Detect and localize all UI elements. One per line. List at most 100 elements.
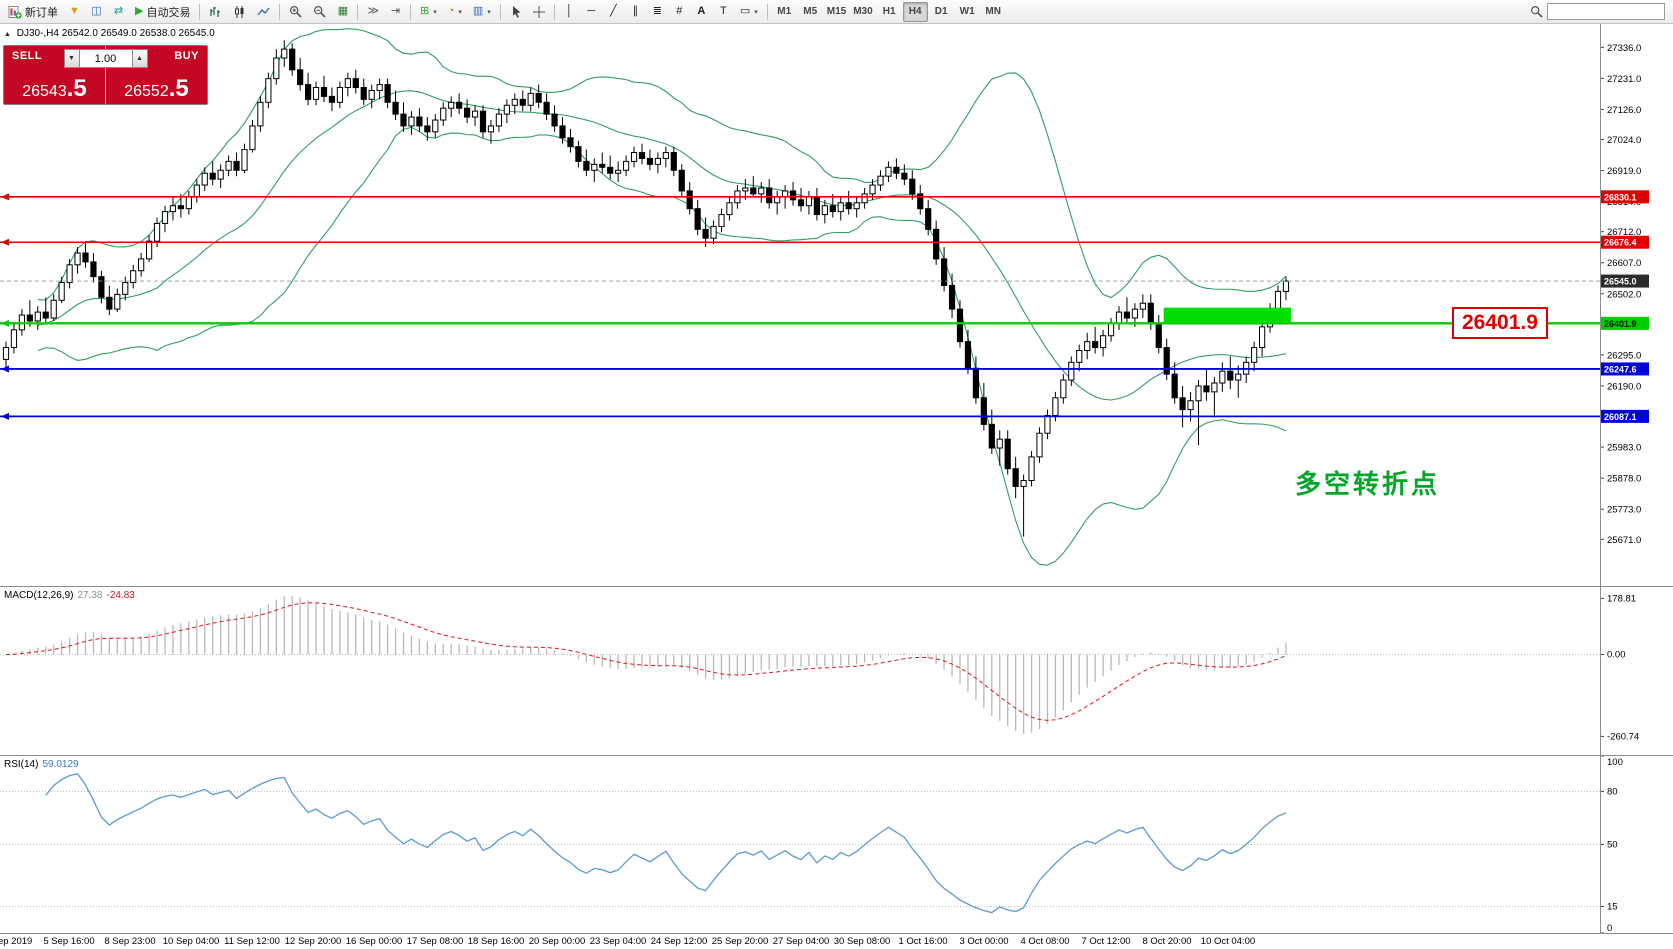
time-label: 4 Oct 08:00 — [1020, 936, 1070, 947]
price-tag — [1601, 316, 1649, 330]
svg-text:26830.1: 26830.1 — [1604, 192, 1637, 202]
macd-canvas[interactable] — [0, 587, 1600, 755]
zoom-out-button[interactable] — [308, 2, 331, 22]
svg-text:0: 0 — [1607, 923, 1612, 933]
volume-increase-button[interactable]: ▲ — [131, 49, 148, 68]
vertical-line-button[interactable]: │ — [559, 2, 580, 22]
candlestick-chart-icon — [235, 5, 244, 18]
crosshair-button[interactable] — [528, 2, 550, 22]
chart-shift-button[interactable]: ⇥ — [385, 2, 406, 22]
new-order-button[interactable]: 新订单 — [3, 2, 63, 22]
bar-chart-button[interactable] — [204, 2, 227, 22]
rsi-line — [45, 772, 1287, 914]
text-button[interactable]: A — [691, 2, 712, 22]
svg-text:26401.9: 26401.9 — [1604, 319, 1637, 329]
price-axis[interactable]: 27336.027231.027126.027024.026919.026814… — [1600, 24, 1673, 586]
macd-plot[interactable]: MACD(12,26,9) 27.38 -24.83 — [0, 587, 1600, 755]
timeframe-m15[interactable]: M15 — [824, 2, 849, 22]
price-tag — [1601, 362, 1649, 376]
rsi-plot[interactable]: RSI(14) 59.0129 — [0, 756, 1600, 933]
toolbar: 新订单 ▼ ◫ ⇄ ▶ 自动交易 ▦ ≫ ⇥ ⊞ ▾ ◔ ▾ ▥ ▾ │ ─ ╱ ∥ … — [0, 0, 1673, 24]
rsi-panel: RSI(14) 59.0129 100 80 50 15 0 — [0, 755, 1673, 933]
tile-windows-button[interactable]: ▦ — [332, 2, 353, 22]
time-label: 25 Sep 20:00 — [711, 936, 769, 947]
svg-text:26545.0: 26545.0 — [1604, 277, 1637, 287]
timeframe-w1[interactable]: W1 — [955, 2, 980, 22]
trendline-button[interactable]: ╱ — [603, 2, 624, 22]
timeframe-m1[interactable]: M1 — [772, 2, 797, 22]
price-axis-canvas[interactable]: 27336.027231.027126.027024.026919.026814… — [1601, 24, 1673, 586]
timeframe-h4[interactable]: H4 — [902, 1, 928, 22]
svg-text:26247.6: 26247.6 — [1604, 364, 1637, 374]
sell-button[interactable]: SELL 26543.5 — [4, 46, 105, 104]
search-input[interactable] — [1547, 3, 1665, 20]
main-chart-canvas[interactable] — [0, 24, 1600, 586]
fibonacci-button[interactable]: ≣ — [647, 2, 668, 22]
shapes-button[interactable]: ▭ ▾ — [735, 2, 763, 22]
expand-arrow-icon[interactable]: ▲ — [4, 31, 11, 38]
timeframe-m30[interactable]: M30 — [850, 2, 875, 22]
green-rectangle[interactable] — [1163, 307, 1291, 324]
toolbar-separator — [499, 3, 501, 20]
templates-button[interactable]: ▥ ▾ — [468, 2, 496, 22]
label-button[interactable]: T — [713, 2, 734, 22]
chart-shift-icon: ⇥ — [390, 5, 401, 17]
time-label: 10 Oct 04:00 — [1200, 936, 1256, 947]
volume-decrease-button[interactable]: ▼ — [63, 49, 80, 68]
zoom-out-icon — [314, 5, 327, 18]
timeframe-h1[interactable]: H1 — [877, 2, 902, 22]
clock-icon: ◔ — [447, 5, 455, 17]
timeframe-d1[interactable]: D1 — [929, 2, 954, 22]
symbol-info: ▲ DJ30-,H4 26542.0 26549.0 26538.0 26545… — [4, 28, 215, 39]
svg-text:26502.0: 26502.0 — [1607, 289, 1641, 300]
channel-button[interactable]: ∥ — [625, 2, 646, 22]
chart-window: ▲ DJ30-,H4 26542.0 26549.0 26538.0 26545… — [0, 24, 1673, 949]
candlestick-chart-button[interactable] — [228, 2, 251, 22]
symbol-title: DJ30-,H4 — [16, 28, 59, 39]
toolbar-separator — [766, 3, 768, 20]
new-chart-icon: ⊞ — [419, 5, 430, 17]
cursor-button[interactable] — [505, 2, 527, 22]
svg-text:100: 100 — [1607, 757, 1623, 768]
refresh-button[interactable]: ⇄ — [108, 2, 129, 22]
profiles-button[interactable]: ◫ — [86, 2, 107, 22]
time-label: 11 Sep 12:00 — [224, 936, 280, 947]
svg-text:27024.0: 27024.0 — [1607, 135, 1641, 146]
svg-text:80: 80 — [1607, 786, 1618, 797]
chevron-down-icon: ▾ — [458, 8, 462, 16]
macd-panel: MACD(12,26,9) 27.38 -24.83 178.81 0.00 -260.… — [0, 586, 1673, 755]
rsi-axis[interactable]: 100 80 50 15 0 — [1600, 756, 1673, 933]
time-label: 4 Sep 2019 — [0, 936, 33, 947]
horizontal-line-icon: ─ — [587, 5, 596, 17]
time-label: 17 Sep 08:00 — [406, 936, 464, 947]
timeframe-m5[interactable]: M5 — [798, 2, 823, 22]
rsi-axis-canvas[interactable]: 100 80 50 15 0 — [1601, 756, 1673, 933]
zoom-in-button[interactable] — [284, 2, 307, 22]
search-icon — [1530, 5, 1543, 18]
timeframe-mn[interactable]: MN — [981, 2, 1006, 22]
svg-text:26087.1: 26087.1 — [1604, 412, 1637, 422]
profiles-icon: ◫ — [91, 5, 102, 17]
svg-text:25983.0: 25983.0 — [1607, 443, 1641, 454]
shapes-icon: ▭ — [739, 5, 751, 17]
main-chart-plot[interactable]: ▲ DJ30-,H4 26542.0 26549.0 26538.0 26545… — [0, 24, 1600, 586]
rsi-canvas[interactable] — [0, 756, 1600, 933]
favorites-button[interactable]: ▼ — [64, 2, 85, 22]
auto-trading-button[interactable]: ▶ 自动交易 — [130, 2, 195, 22]
new-chart-button[interactable]: ⊞ ▾ — [415, 2, 442, 22]
volume-input[interactable] — [79, 49, 132, 68]
line-chart-button[interactable] — [252, 2, 275, 22]
horizontal-line-button[interactable]: ─ — [581, 2, 602, 22]
macd-axis-canvas[interactable]: 178.81 0.00 -260.74 — [1601, 587, 1673, 755]
period-button[interactable]: ◔ ▾ — [443, 2, 467, 22]
svg-text:-260.74: -260.74 — [1607, 731, 1639, 742]
macd-axis[interactable]: 178.81 0.00 -260.74 — [1600, 587, 1673, 755]
macd-label: MACD(12,26,9) 27.38 -24.83 — [4, 590, 135, 601]
time-axis[interactable]: 4 Sep 2019 5 Sep 16:00 8 Sep 23:00 10 Sep 0… — [0, 933, 1673, 949]
time-label: 8 Sep 23:00 — [104, 936, 156, 947]
svg-text:26676.4: 26676.4 — [1604, 238, 1637, 248]
toolbar-separator — [553, 3, 555, 20]
grid-button[interactable]: # — [669, 2, 690, 22]
auto-scroll-button[interactable]: ≫ — [362, 2, 384, 22]
time-label: 27 Sep 04:00 — [772, 936, 830, 947]
